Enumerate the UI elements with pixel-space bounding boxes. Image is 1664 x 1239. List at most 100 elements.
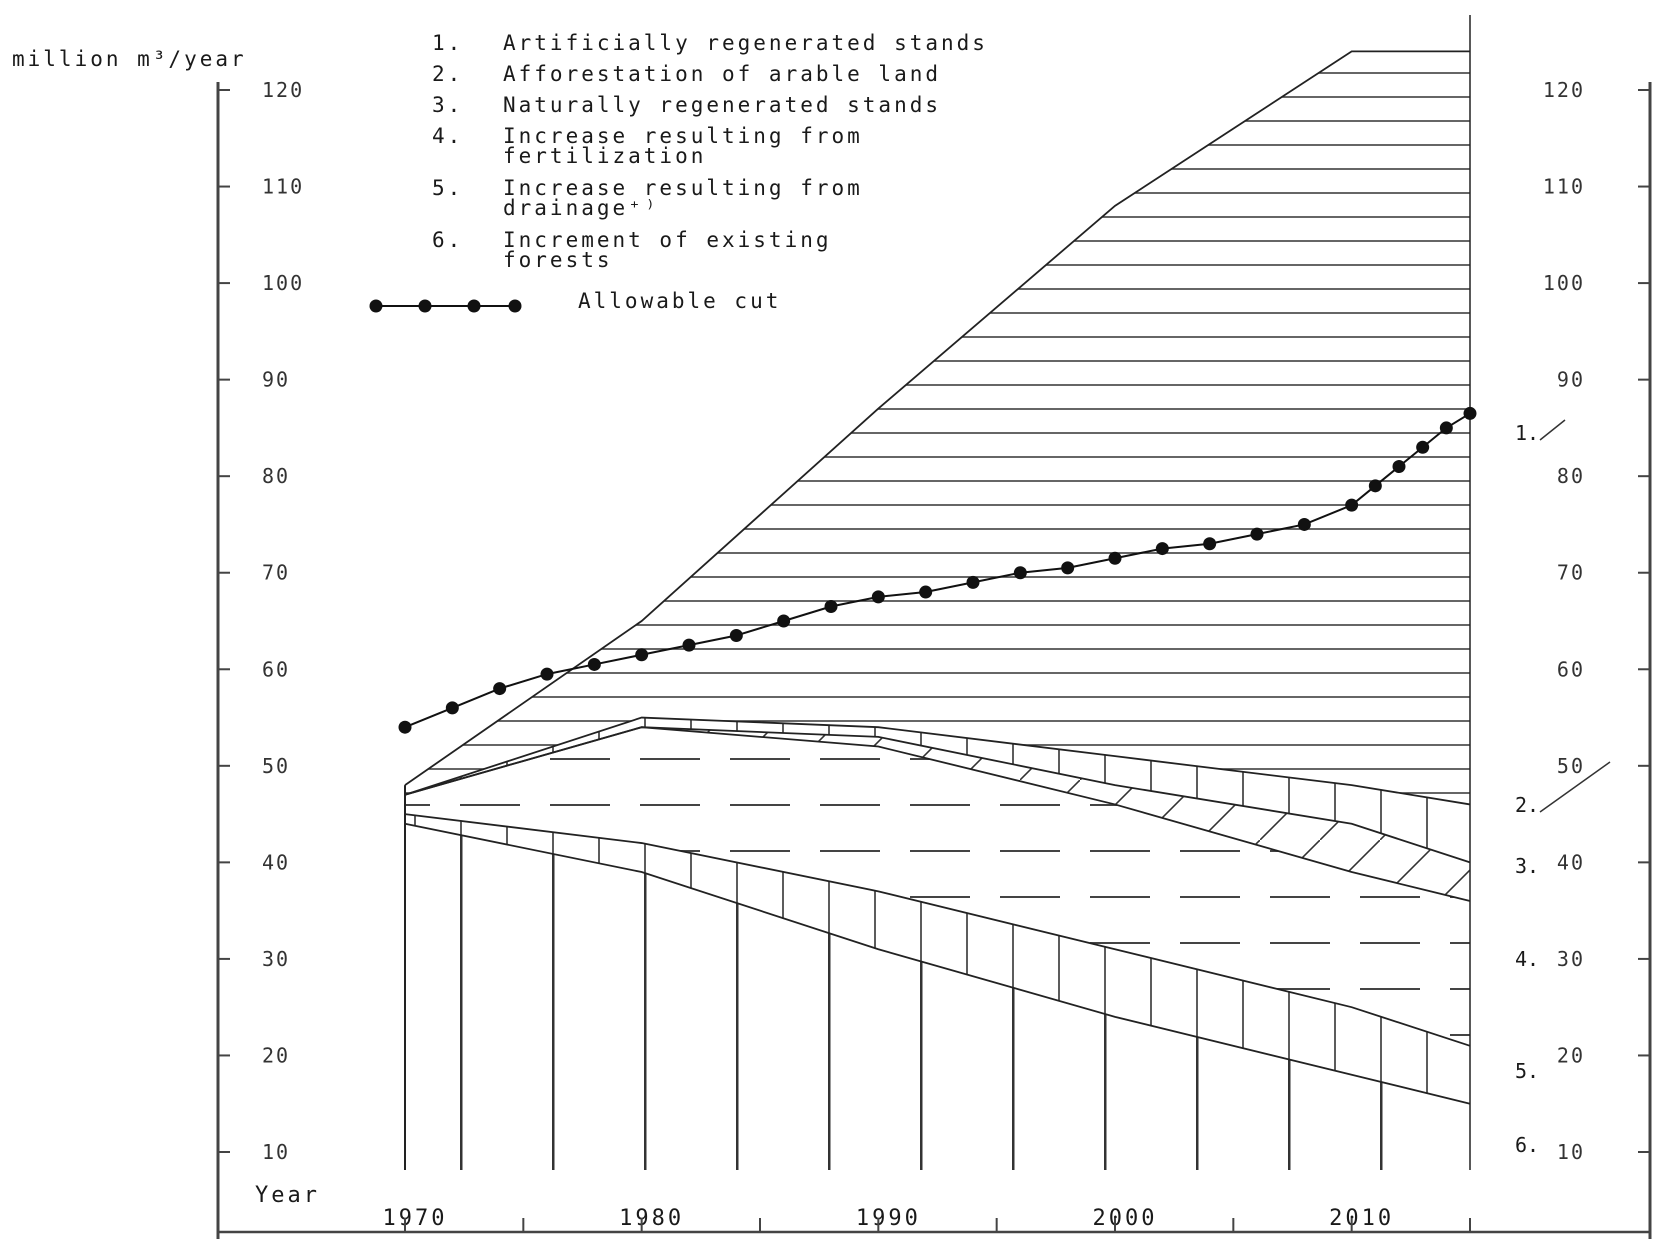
legend-text: Artificially regenerated stands: [503, 31, 988, 55]
x-tick-label: 1970: [383, 1206, 448, 1231]
allowable-cut-legend-dot: [508, 299, 522, 313]
right-tick-label: 30: [1557, 947, 1585, 971]
right-tick-label: 40: [1557, 850, 1585, 874]
allowable-cut-point: [1416, 440, 1430, 454]
allowable-cut-point: [1250, 527, 1264, 541]
allowable-cut-point: [729, 628, 743, 642]
marker-2-leader: [1539, 761, 1611, 813]
right-tick-label: 70: [1557, 561, 1585, 585]
area-1: [405, 51, 1470, 805]
allowable-cut-point: [1463, 406, 1477, 420]
allowable-cut-series: [398, 406, 1477, 734]
allowable-cut-legend-dot: [418, 299, 432, 313]
right-tick-label: 120: [1543, 78, 1585, 102]
left-tick-label: 110: [262, 175, 304, 199]
left-tick-label: 60: [262, 657, 290, 681]
boundary-2: [404, 716, 1471, 806]
area-2: [405, 717, 1470, 863]
legend-text: drainage⁺⁾: [503, 196, 659, 220]
legend-text: Increase resulting from: [503, 124, 863, 148]
legend-text: fertilization: [503, 144, 706, 168]
area-marker-label: 2.: [1515, 793, 1539, 817]
legend-text: Naturally regenerated stands: [503, 93, 941, 117]
left-tick-label: 80: [262, 464, 290, 488]
left-tick-label: 90: [262, 368, 290, 392]
boundary-1: [404, 50, 1470, 786]
right-tick-label: 110: [1543, 175, 1585, 199]
allowable-cut-point: [1297, 517, 1311, 531]
boundary-6: [404, 822, 1471, 1105]
legend: 1. Artificially regenerated stands 2. Affor…: [369, 31, 988, 313]
allowable-cut-point: [919, 585, 933, 599]
right-tick-label: 20: [1557, 1043, 1585, 1067]
area-6: [405, 823, 1470, 1170]
legend-number: 5.: [432, 176, 463, 200]
legend-text: forests: [503, 248, 613, 272]
left-tick-label: 100: [262, 271, 304, 295]
allowable-cut-point: [966, 575, 980, 589]
left-tick-label: 120: [262, 78, 304, 102]
allowable-cut-point: [540, 667, 554, 681]
allowable-cut-point: [1368, 479, 1382, 493]
left-tick-label: 70: [262, 561, 290, 585]
allowable-cut-point: [635, 648, 649, 662]
area-marker-label: 3.: [1515, 854, 1539, 878]
area-marker-label: 5.: [1515, 1059, 1539, 1083]
legend-text: Increment of existing: [503, 228, 832, 252]
allowable-cut-point: [1345, 498, 1359, 512]
stacked-areas: [405, 51, 1470, 1170]
allowable-cut-point: [493, 682, 507, 696]
allowable-cut-point: [1439, 421, 1453, 435]
allowable-cut-point: [1155, 542, 1169, 556]
allowable-cut-legend-label: Allowable cut: [578, 289, 781, 313]
right-tick-label: 90: [1557, 368, 1585, 392]
allowable-cut-point: [398, 720, 412, 734]
right-tick-label: 100: [1543, 271, 1585, 295]
area-4: [405, 727, 1470, 1046]
marker-1-leader: [1539, 419, 1566, 441]
legend-number: 4.: [432, 124, 463, 148]
allowable-cut-point: [1108, 551, 1122, 565]
allowable-cut-point: [777, 614, 791, 628]
right-tick-label: 50: [1557, 754, 1585, 778]
allowable-cut-point: [871, 590, 885, 604]
tick-labels: 120 110 100 90 80 70 60 50 40 30 20 10 120 110 100 90 80…: [218, 78, 1650, 1232]
right-tick-label: 60: [1557, 657, 1585, 681]
y-axis-label: million m³/year: [12, 47, 247, 71]
allowable-cut-point: [824, 600, 838, 614]
right-tick-label: 10: [1557, 1140, 1585, 1164]
legend-text: Increase resulting from: [503, 176, 863, 200]
area-5: [405, 814, 1470, 1104]
allowable-cut-point: [445, 701, 459, 715]
area-markers: 1. 2. 3. 4. 5. 6.: [1515, 419, 1611, 1157]
area-marker-label: 6.: [1515, 1133, 1539, 1157]
area-marker-label: 1.: [1515, 421, 1539, 445]
legend-number: 1.: [432, 31, 463, 55]
boundary-3: [404, 726, 1471, 864]
area-marker-label: 4.: [1515, 947, 1539, 971]
area-3: [405, 727, 1470, 901]
legend-number: 2.: [432, 62, 463, 86]
area-boundaries: [404, 15, 1471, 1170]
allowable-cut-point: [1061, 561, 1075, 575]
left-tick-label: 50: [262, 754, 290, 778]
allowable-cut-point: [587, 657, 601, 671]
x-tick-label: 2000: [1093, 1206, 1158, 1231]
allowable-cut-legend-dot: [467, 299, 481, 313]
legend-text: Afforestation of arable land: [503, 62, 941, 86]
x-tick-label: 1990: [856, 1206, 921, 1231]
left-tick-label: 20: [262, 1043, 290, 1067]
axes: [216, 82, 1652, 1239]
x-tick-label: 1980: [619, 1206, 684, 1231]
allowable-cut-point: [682, 638, 696, 652]
legend-number: 3.: [432, 93, 463, 117]
allowable-cut-legend-dot: [369, 299, 383, 313]
boundary-5: [404, 813, 1471, 1047]
allowable-cut-point: [1013, 566, 1027, 580]
right-tick-label: 80: [1557, 464, 1585, 488]
left-tick-label: 10: [262, 1140, 290, 1164]
allowable-cut-point: [1392, 460, 1406, 474]
left-tick-label: 30: [262, 947, 290, 971]
legend-number: 6.: [432, 228, 463, 252]
